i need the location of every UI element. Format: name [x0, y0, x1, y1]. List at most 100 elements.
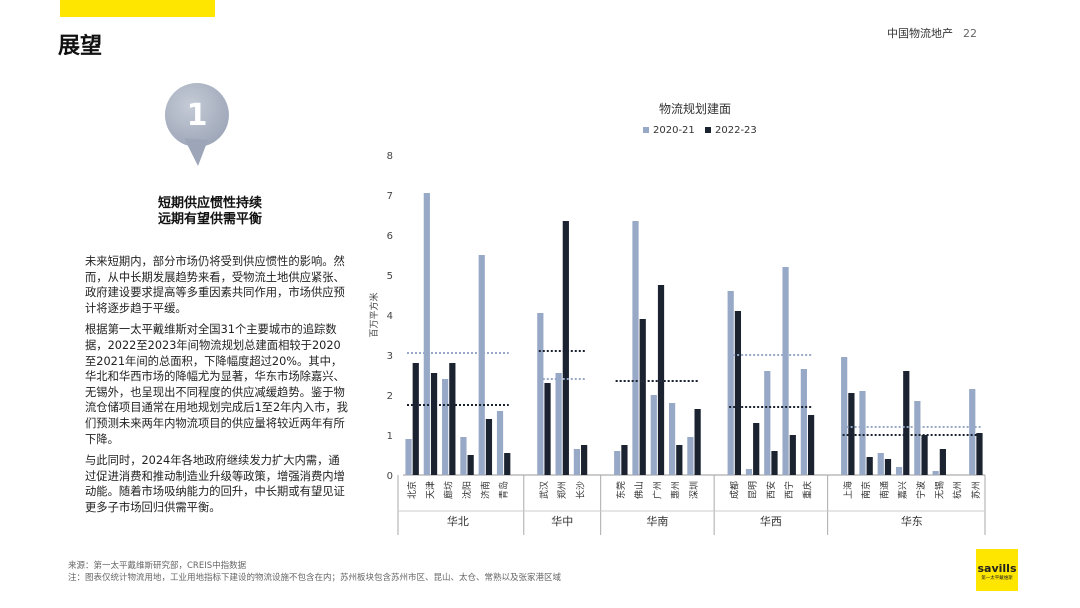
- bar-2020-21-廊坊: [442, 379, 449, 475]
- bar-2022-23-南京: [866, 457, 873, 475]
- city-label: 廊坊: [443, 481, 455, 499]
- y-tick-label: 3: [387, 351, 393, 362]
- city-label: 佛山: [633, 481, 645, 499]
- paragraph-2: 根据第一太平戴维斯对全国31个主要城市的追踪数据，2022至2023年间物流规划…: [85, 323, 348, 446]
- city-label: 北京: [406, 481, 418, 499]
- brand-label: 中国物流地产: [887, 27, 953, 40]
- bar-2022-23-无锡: [939, 449, 946, 475]
- bar-2022-23-成都: [734, 311, 742, 475]
- bar-2020-21-北京: [405, 439, 412, 475]
- bar-2022-23-佛山: [639, 319, 646, 475]
- page-title: 展望: [58, 34, 103, 59]
- bar-2022-23-西宁: [789, 435, 796, 475]
- region-label-华中: 华中: [551, 514, 573, 528]
- city-label: 昆明: [748, 481, 759, 499]
- bar-2020-21-青岛: [496, 411, 504, 475]
- bar-2020-21-西安: [764, 371, 771, 475]
- logo-brand: savills: [977, 562, 1017, 575]
- legend-label-2020-21: 2020-21: [653, 125, 695, 136]
- bar-2020-21-无锡: [932, 471, 939, 475]
- city-label: 西宁: [783, 481, 795, 499]
- paragraph-3: 与此同时，2024年各地政府继续发力扩大内需，通过促进消费和推动制造业升级等政策…: [85, 454, 345, 514]
- bar-2020-21-重庆: [800, 369, 807, 475]
- y-tick-label: 5: [387, 271, 393, 282]
- bar-2022-23-深圳: [694, 409, 701, 475]
- bar-2022-23-天津: [430, 373, 438, 475]
- bar-2022-23-苏州: [976, 433, 983, 475]
- bar-2020-21-南通: [877, 453, 884, 475]
- legend-swatch-2022-23: [705, 127, 711, 133]
- city-label: 青岛: [498, 481, 510, 499]
- subtitle-line-1: 短期供应惯性持续: [157, 196, 262, 211]
- bar-2022-23-济南: [485, 419, 493, 475]
- bar-2020-21-成都: [727, 291, 734, 475]
- body-text: 未来短期内，部分市场仍将受到供应惯性的影响。然而，从中长期发展趋势来看，受物流土…: [85, 254, 350, 522]
- bar-2022-23-廊坊: [449, 363, 456, 475]
- region-label-华西: 华西: [760, 514, 782, 528]
- bar-2020-21-沈阳: [460, 437, 467, 475]
- city-label: 郑州: [556, 481, 568, 499]
- city-label: 上海: [842, 481, 854, 499]
- city-label: 东莞: [615, 481, 627, 499]
- bar-2020-21-上海: [841, 357, 848, 475]
- bar-2022-23-西安: [771, 451, 778, 475]
- bar-2020-21-深圳: [687, 437, 694, 475]
- bar-2020-21-惠州: [668, 403, 676, 475]
- bar-2020-21-宁波: [914, 401, 921, 475]
- bar-2020-21-广州: [650, 395, 657, 475]
- top-accent-bar: [60, 0, 215, 17]
- bar-2020-21-南京: [859, 391, 866, 475]
- legend-label-2022-23: 2022-23: [715, 125, 757, 136]
- bar-2022-23-郑州: [562, 221, 569, 475]
- bar-2020-21-东莞: [614, 451, 621, 475]
- y-tick-label: 4: [387, 311, 393, 322]
- city-label: 成都: [728, 481, 740, 499]
- paragraph-1: 未来短期内，部分市场仍将受到供应惯性的影响。然而，从中长期发展趋势来看，受物流土…: [85, 255, 345, 315]
- city-label: 南通: [878, 481, 890, 499]
- y-tick-label: 2: [387, 391, 393, 402]
- y-tick-label: 1: [387, 431, 393, 442]
- bar-2022-23-南通: [884, 459, 892, 475]
- bar-2022-23-昆明: [753, 423, 760, 475]
- bar-2022-23-嘉兴: [903, 371, 910, 475]
- region-label-华南: 华南: [646, 514, 668, 528]
- region-label-华北: 华北: [447, 514, 469, 528]
- number-badge: 1: [162, 80, 232, 170]
- bar-2020-21-佛山: [632, 221, 639, 475]
- page-number: 22: [963, 27, 977, 40]
- city-label: 无锡: [934, 481, 945, 499]
- city-label: 宁波: [915, 481, 927, 499]
- city-label: 济南: [479, 481, 491, 499]
- y-tick-label: 8: [387, 151, 393, 162]
- bar-2020-21-嘉兴: [895, 467, 903, 475]
- bar-2022-23-长沙: [581, 445, 588, 475]
- y-tick-label: 7: [387, 191, 393, 202]
- city-label: 深圳: [689, 481, 700, 499]
- bar-2022-23-沈阳: [467, 455, 474, 475]
- chart-title: 物流规划建面: [659, 101, 731, 116]
- city-label: 武汉: [538, 481, 550, 499]
- subtitle-line-2: 远期有望供需平衡: [157, 212, 262, 227]
- section-subtitle: 短期供应惯性持续 远期有望供需平衡: [100, 196, 320, 228]
- bar-2022-23-宁波: [921, 435, 928, 475]
- bar-2020-21-昆明: [745, 469, 753, 475]
- bar-2020-21-西宁: [782, 267, 789, 475]
- footer-notes: 来源：第一太平戴维斯研究部，CREIS中指数据 注：图表仅统计物流用地，工业用地…: [68, 560, 561, 584]
- bar-2020-21-济南: [478, 255, 485, 475]
- city-label: 惠州: [670, 481, 682, 499]
- city-label: 沈阳: [461, 481, 473, 499]
- bar-2020-21-武汉: [537, 313, 544, 475]
- bar-2022-23-东莞: [621, 445, 628, 475]
- bar-2020-21-苏州: [969, 389, 976, 475]
- city-label: 天津: [425, 481, 436, 499]
- bar-2022-23-惠州: [676, 445, 683, 475]
- city-label: 广州: [651, 481, 663, 499]
- y-tick-label: 6: [387, 231, 393, 242]
- city-label: 西安: [765, 481, 777, 499]
- savills-logo: savills 第一太平戴维斯: [976, 549, 1018, 591]
- bar-2020-21-长沙: [573, 449, 581, 475]
- bar-2022-23-青岛: [504, 453, 511, 475]
- footer-note: 注：图表仅统计物流用地，工业用地指标下建设的物流设施不包含在内；苏州板块包含苏州…: [68, 573, 562, 583]
- legend-swatch-2020-21: [643, 127, 649, 133]
